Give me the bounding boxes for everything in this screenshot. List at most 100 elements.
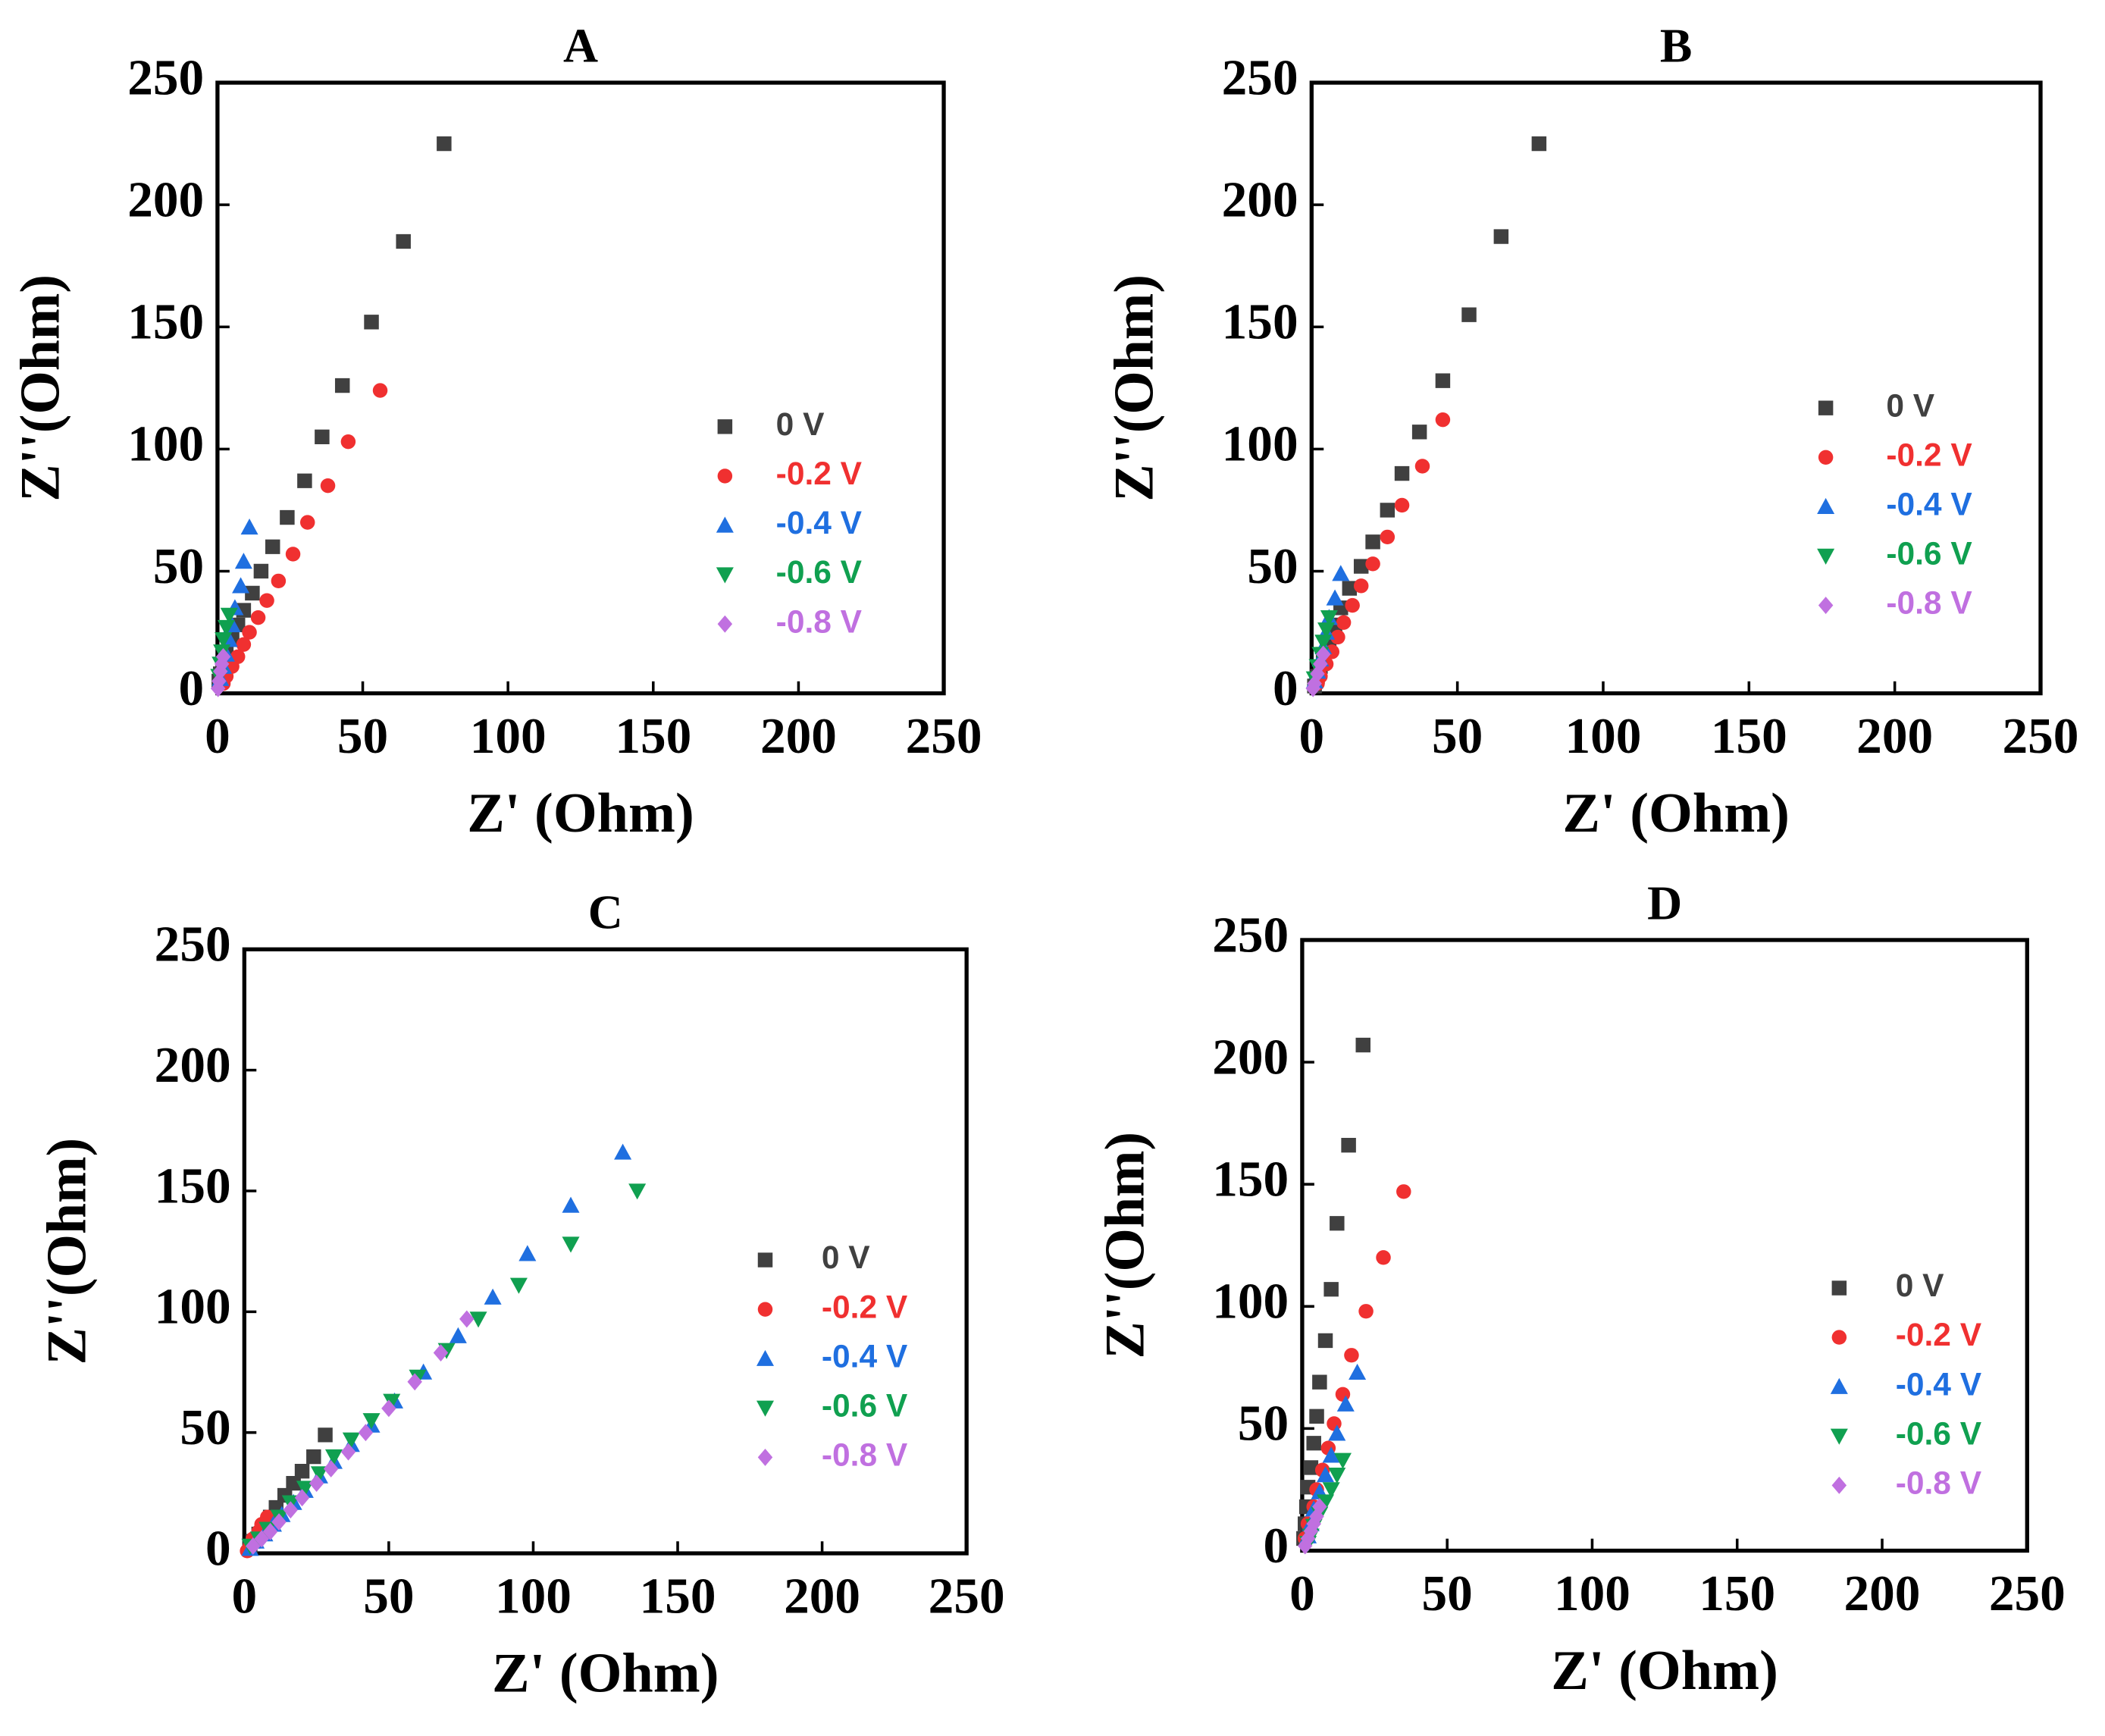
marker	[296, 1481, 314, 1497]
marker	[1394, 497, 1410, 513]
legend-marker	[1817, 548, 1835, 565]
marker	[254, 1530, 269, 1548]
y-tick-label: 200	[155, 1036, 231, 1093]
x-tick-label: 100	[1554, 1565, 1630, 1622]
y-tick-label: 100	[1212, 1273, 1289, 1330]
marker	[437, 136, 452, 152]
marker	[253, 563, 269, 579]
y-tick-label: 150	[1222, 293, 1298, 350]
legend-label: -0.8 V	[1886, 585, 1972, 621]
marker	[1355, 1037, 1370, 1053]
y-tick-label: 50	[1247, 537, 1298, 594]
marker	[433, 1344, 449, 1362]
legend-marker	[1818, 450, 1834, 465]
legend-label: -0.6 V	[1886, 536, 1972, 572]
x-tick-label: 0	[1298, 707, 1324, 764]
marker	[1336, 1395, 1355, 1412]
marker	[1328, 1424, 1346, 1441]
x-axis-label: Z' (Ohm)	[1551, 1640, 1778, 1702]
marker	[1326, 589, 1344, 606]
marker	[1332, 565, 1350, 581]
marker	[509, 1277, 528, 1294]
legend-label: -0.4 V	[776, 505, 862, 541]
x-tick-label: 250	[2003, 707, 2079, 764]
marker	[220, 607, 238, 624]
marker	[240, 519, 258, 535]
marker	[1345, 597, 1360, 613]
marker	[323, 1460, 339, 1477]
marker	[1328, 1467, 1346, 1484]
x-tick-label: 150	[640, 1568, 716, 1625]
marker	[1344, 1348, 1359, 1363]
y-tick-label: 200	[127, 171, 204, 228]
marker	[1305, 679, 1320, 697]
y-tick-label: 250	[155, 916, 231, 973]
marker	[518, 1245, 537, 1261]
marker	[364, 315, 379, 330]
marker	[242, 625, 257, 640]
marker	[271, 573, 287, 589]
marker	[1317, 1333, 1333, 1349]
marker	[484, 1288, 502, 1305]
marker	[1330, 629, 1345, 645]
marker	[628, 1183, 647, 1200]
legend-label: -0.2 V	[776, 456, 862, 491]
marker	[372, 383, 388, 398]
legend-label: -0.6 V	[822, 1388, 907, 1424]
marker	[297, 473, 312, 488]
marker	[1312, 1374, 1327, 1390]
marker	[362, 1413, 381, 1430]
y-axis-label: Z''(Ohm)	[1103, 274, 1165, 502]
marker	[469, 1311, 487, 1328]
x-tick-label: 200	[1844, 1565, 1921, 1622]
legend-label: -0.6 V	[1896, 1416, 1981, 1452]
legend-marker	[1830, 1377, 1848, 1394]
legend-label: -0.2 V	[1896, 1317, 1981, 1352]
marker	[324, 1449, 343, 1465]
marker	[562, 1236, 580, 1253]
marker	[1353, 578, 1369, 594]
legend-label: -0.4 V	[1886, 487, 1972, 522]
marker	[1317, 622, 1336, 639]
marker	[1306, 1436, 1321, 1451]
marker	[265, 539, 280, 554]
x-tick-label: 250	[1989, 1565, 2066, 1622]
marker	[1461, 307, 1477, 322]
marker	[215, 632, 233, 649]
x-tick-label: 150	[1711, 707, 1787, 764]
legend-marker	[1817, 497, 1835, 515]
marker	[562, 1196, 580, 1213]
legend-marker	[1830, 1428, 1848, 1445]
marker	[1365, 534, 1380, 550]
marker	[320, 478, 336, 494]
y-tick-label: 250	[127, 49, 204, 106]
marker	[217, 619, 235, 637]
marker	[294, 1489, 310, 1507]
marker	[1353, 559, 1369, 574]
y-tick-label: 0	[1273, 660, 1298, 716]
marker	[280, 509, 295, 525]
y-tick-label: 250	[1212, 907, 1289, 964]
legend-marker	[757, 1302, 773, 1317]
marker	[310, 1466, 328, 1483]
marker	[459, 1310, 475, 1328]
y-axis-label: Z''(Ohm)	[9, 274, 71, 502]
plot-frame	[1309, 80, 2043, 696]
marker	[234, 553, 252, 569]
marker	[396, 233, 411, 249]
x-tick-label: 50	[1432, 707, 1483, 764]
marker	[1349, 1363, 1367, 1380]
legend-marker	[757, 1448, 773, 1466]
legend-marker	[1831, 1476, 1847, 1494]
x-tick-label: 250	[906, 707, 982, 764]
legend-marker	[756, 1400, 775, 1417]
legend-label: -0.2 V	[822, 1289, 907, 1324]
x-axis-label: Z' (Ohm)	[467, 782, 694, 844]
x-tick-label: 50	[363, 1568, 414, 1625]
legend-marker	[1831, 1330, 1847, 1345]
x-tick-label: 100	[495, 1568, 572, 1625]
marker	[1411, 425, 1427, 440]
x-axis-label: Z' (Ohm)	[1562, 782, 1790, 844]
marker	[1335, 1387, 1351, 1402]
marker	[1396, 1184, 1411, 1199]
